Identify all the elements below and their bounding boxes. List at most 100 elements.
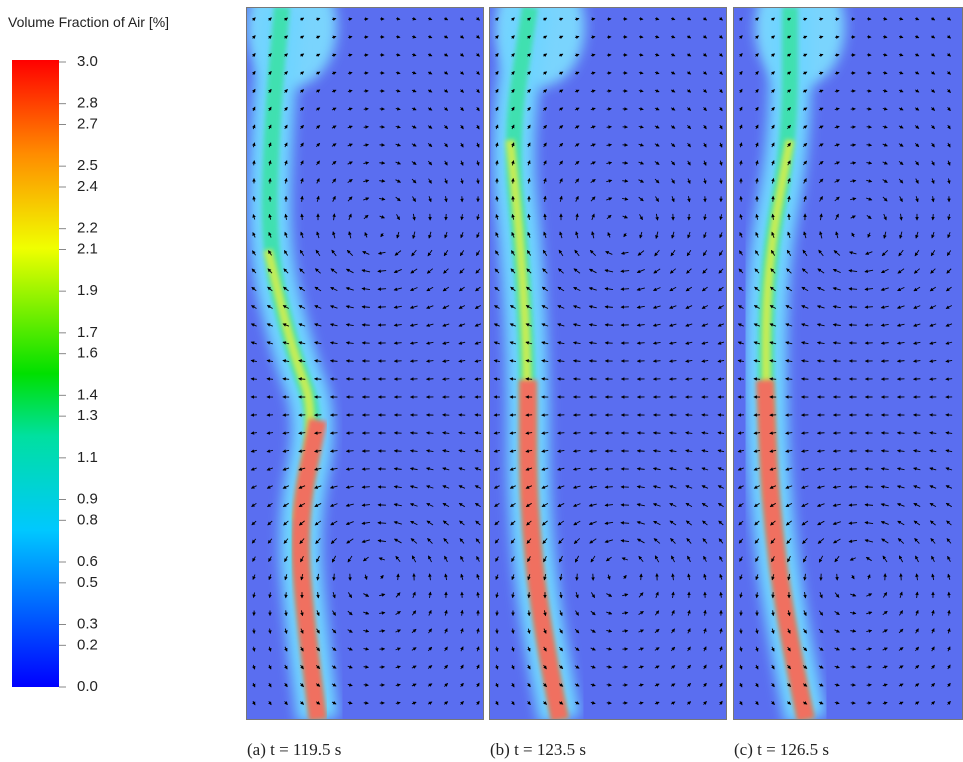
velocity-arrow (717, 431, 725, 435)
velocity-arrow (298, 341, 306, 345)
velocity-arrow (268, 35, 272, 40)
velocity-arrow (282, 502, 289, 508)
velocity-arrow (543, 71, 548, 75)
velocity-arrow (316, 17, 321, 22)
velocity-arrow (866, 125, 872, 129)
velocity-arrow (283, 268, 289, 274)
velocity-arrow (636, 287, 645, 291)
velocity-arrow (719, 34, 723, 39)
velocity-arrow (622, 179, 629, 183)
colorbar-tick-label: 2.2 (77, 220, 98, 237)
velocity-arrow (316, 628, 320, 634)
velocity-arrow (476, 142, 480, 148)
velocity-arrow (474, 323, 482, 327)
velocity-arrow (559, 35, 564, 40)
colorbar-tick-label: 3.0 (77, 53, 98, 70)
velocity-arrow (652, 341, 661, 345)
velocity-arrow (652, 359, 661, 363)
velocity-arrow (541, 377, 549, 381)
velocity-arrow (590, 35, 596, 39)
velocity-arrow (442, 377, 450, 381)
velocity-arrow (426, 305, 434, 309)
velocity-arrow (654, 52, 660, 57)
velocity-arrow (347, 701, 353, 705)
velocity-arrow (703, 52, 708, 57)
velocity-arrow (509, 377, 517, 381)
velocity-arrow (542, 249, 548, 256)
velocity-arrow (250, 377, 257, 381)
velocity-arrow (703, 160, 707, 166)
velocity-arrow (511, 17, 515, 22)
velocity-arrow (395, 179, 401, 183)
colorbar-tick-label: 1.4 (77, 386, 98, 403)
velocity-arrow (251, 52, 256, 57)
velocity-arrow (361, 287, 371, 291)
velocity-arrow (252, 124, 256, 130)
velocity-arrow (266, 341, 274, 345)
velocity-arrow (282, 431, 290, 435)
velocity-arrow (606, 197, 613, 201)
velocity-arrow (670, 34, 676, 39)
velocity-arrow (268, 700, 272, 706)
velocity-arrow (252, 106, 256, 112)
velocity-arrow (379, 197, 386, 201)
velocity-arrow (636, 341, 645, 345)
velocity-arrow (687, 178, 691, 185)
velocity-arrow (411, 610, 417, 616)
velocity-arrow (379, 629, 386, 633)
velocity-arrow (425, 359, 434, 363)
velocity-arrow (460, 628, 464, 634)
velocity-arrow (622, 197, 629, 201)
velocity-arrow (412, 213, 416, 221)
velocity-arrow (525, 305, 533, 309)
velocity-arrow (590, 53, 596, 57)
velocity-arrow (557, 377, 565, 381)
velocity-arrow (588, 305, 597, 309)
velocity-arrow (395, 71, 401, 75)
velocity-arrow (620, 287, 630, 291)
velocity-arrow (558, 249, 564, 257)
velocity-arrow (427, 683, 433, 687)
velocity-arrow (332, 195, 336, 202)
velocity-arrow (476, 71, 480, 75)
velocity-arrow (945, 377, 953, 381)
velocity-arrow (719, 214, 723, 221)
velocity-arrow (701, 341, 709, 345)
velocity-arrow (330, 286, 338, 292)
velocity-arrow (252, 664, 256, 670)
velocity-arrow (409, 449, 418, 453)
velocity-arrow (252, 142, 256, 148)
velocity-arrow (460, 700, 464, 705)
velocity-arrow (476, 178, 480, 185)
velocity-arrow (526, 249, 532, 256)
velocity-arrow (393, 485, 402, 489)
velocity-arrow (588, 287, 597, 291)
velocity-arrow (411, 125, 417, 129)
velocity-arrow (460, 16, 465, 21)
velocity-arrow (636, 449, 645, 453)
velocity-arrow (460, 214, 464, 221)
velocity-arrow (284, 17, 289, 22)
velocity-arrow (717, 341, 725, 345)
velocity-arrow (541, 449, 549, 453)
velocity-arrow (558, 142, 564, 148)
velocity-arrow (527, 160, 531, 166)
velocity-arrow (495, 160, 499, 166)
velocity-arrow (574, 71, 580, 76)
velocity-arrow (314, 485, 322, 489)
velocity-arrow (701, 359, 709, 363)
velocity-arrow (284, 160, 288, 166)
velocity-arrow (332, 213, 336, 221)
velocity-arrow (444, 107, 449, 111)
velocity-arrow (345, 287, 354, 291)
velocity-arrow (314, 341, 322, 345)
velocity-arrow (361, 539, 371, 544)
velocity-arrow (284, 106, 288, 111)
velocity-arrow (331, 555, 337, 563)
velocity-arrow (362, 251, 370, 255)
velocity-arrow (444, 125, 449, 130)
velocity-arrow (511, 53, 515, 57)
velocity-arrow (474, 305, 481, 309)
velocity-arrow (685, 449, 693, 453)
velocity-arrow (494, 35, 499, 39)
